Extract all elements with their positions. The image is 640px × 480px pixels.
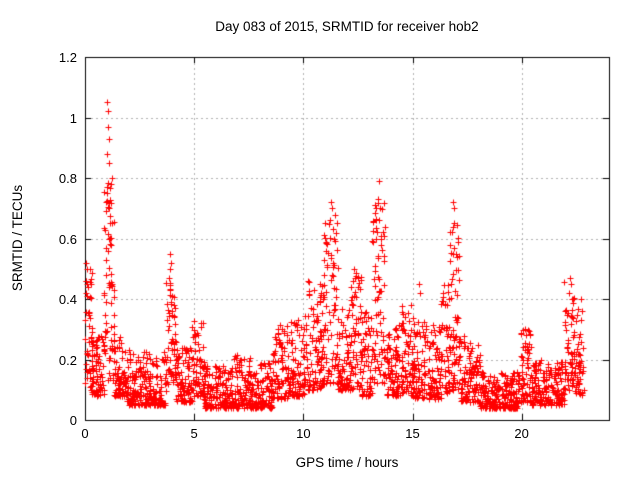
y-tick-label: 0.8 (58, 171, 77, 186)
y-tick-label: 0.6 (58, 231, 77, 247)
y-tick-label: 0.4 (58, 292, 77, 307)
x-tick-label: 5 (190, 426, 198, 441)
x-axis-label: GPS time / hours (295, 455, 399, 470)
x-tick-label: 0 (81, 426, 89, 441)
y-tick-label: 0 (69, 413, 77, 428)
y-tick-label: 0.2 (58, 352, 77, 368)
y-axis-label: SRMTID / TECUs (10, 184, 25, 292)
y-tick-label: 1.2 (58, 50, 77, 65)
x-tick-label: 20 (514, 426, 529, 441)
x-tick-label: 15 (405, 426, 420, 441)
y-tick-label: 1 (69, 110, 77, 126)
x-tick-label: 10 (296, 426, 311, 441)
chart-title: Day 083 of 2015, SRMTID for receiver hob… (215, 19, 479, 34)
